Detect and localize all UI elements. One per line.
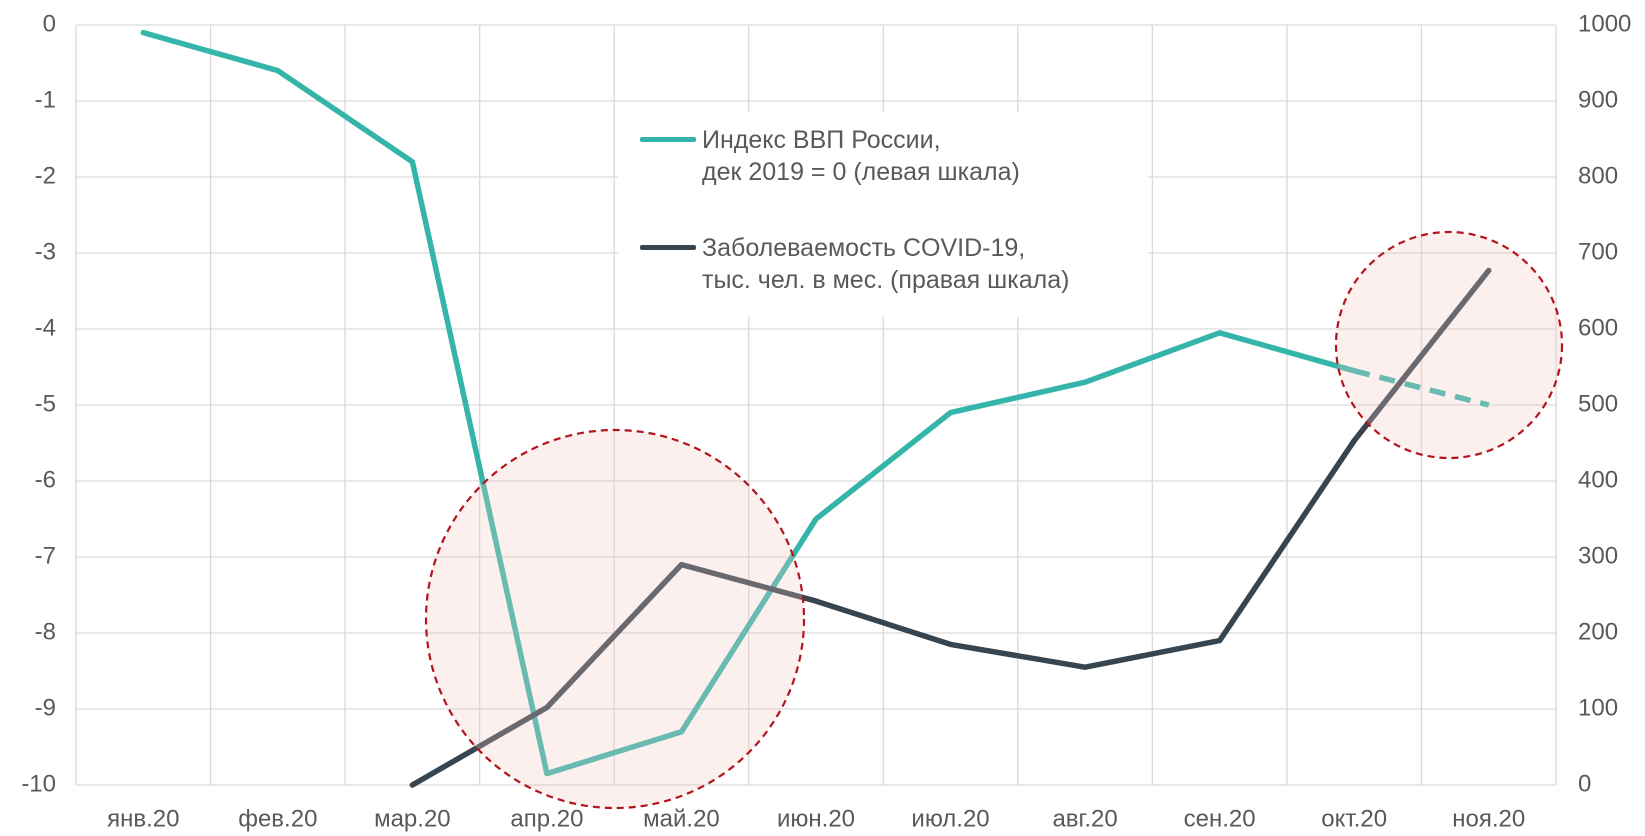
y-tick-label: -1 bbox=[35, 86, 56, 113]
y2-tick-label: 900 bbox=[1578, 86, 1618, 113]
legend-entry: Заболеваемость COVID-19, тыс. чел. в мес… bbox=[640, 232, 1069, 296]
legend-swatch bbox=[640, 137, 696, 142]
y-tick-label: -5 bbox=[35, 390, 56, 417]
x-tick-label: май.20 bbox=[643, 805, 720, 832]
y2-tick-label: 200 bbox=[1578, 618, 1618, 645]
y-tick-label: -10 bbox=[21, 770, 56, 797]
y2-tick-label: 1000 bbox=[1578, 10, 1631, 37]
x-tick-label: окт.20 bbox=[1321, 805, 1387, 832]
y-tick-label: -4 bbox=[35, 314, 56, 341]
highlight-circle bbox=[1334, 230, 1564, 460]
legend-label: Заболеваемость COVID-19, тыс. чел. в мес… bbox=[702, 234, 1070, 294]
y2-tick-label: 600 bbox=[1578, 314, 1618, 341]
data-line bbox=[409, 267, 1492, 788]
y2-tick-label: 300 bbox=[1578, 542, 1618, 569]
x-tick-label: июл.20 bbox=[911, 805, 989, 832]
y-tick-label: -8 bbox=[35, 618, 56, 645]
y-tick-label: -2 bbox=[35, 162, 56, 189]
x-tick-label: ноя.20 bbox=[1452, 805, 1525, 832]
x-tick-label: июн.20 bbox=[777, 805, 855, 832]
y2-tick-label: 100 bbox=[1578, 694, 1618, 721]
y-tick-label: -7 bbox=[35, 542, 56, 569]
x-tick-label: янв.20 bbox=[107, 805, 179, 832]
legend-swatch bbox=[640, 245, 696, 250]
y-tick-label: -6 bbox=[35, 466, 56, 493]
y2-tick-label: 0 bbox=[1578, 770, 1591, 797]
data-line bbox=[140, 29, 1357, 777]
y2-tick-label: 700 bbox=[1578, 238, 1618, 265]
y-tick-label: -9 bbox=[35, 694, 56, 721]
data-line bbox=[1353, 368, 1490, 408]
y-tick-label: -3 bbox=[35, 238, 56, 265]
y2-tick-label: 500 bbox=[1578, 390, 1618, 417]
x-tick-label: фев.20 bbox=[238, 805, 317, 832]
legend-label: Индекс ВВП России, дек 2019 = 0 (левая ш… bbox=[702, 126, 1020, 186]
x-tick-label: сен.20 bbox=[1184, 805, 1256, 832]
x-tick-label: мар.20 bbox=[374, 805, 451, 832]
y2-tick-label: 800 bbox=[1578, 162, 1618, 189]
legend: Индекс ВВП России, дек 2019 = 0 (левая ш… bbox=[618, 112, 1148, 317]
x-tick-label: авг.20 bbox=[1052, 805, 1117, 832]
x-tick-label: апр.20 bbox=[510, 805, 583, 832]
highlight-circle bbox=[424, 428, 806, 810]
legend-entry: Индекс ВВП России, дек 2019 = 0 (левая ш… bbox=[640, 124, 1020, 188]
y-tick-label: 0 bbox=[43, 10, 56, 37]
y2-tick-label: 400 bbox=[1578, 466, 1618, 493]
